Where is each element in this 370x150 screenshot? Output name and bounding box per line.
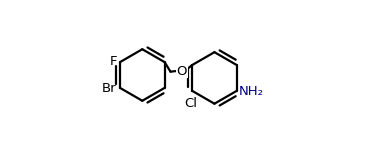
Text: Br: Br	[102, 82, 117, 95]
Text: O: O	[176, 65, 187, 78]
Text: Cl: Cl	[184, 97, 197, 110]
Text: NH₂: NH₂	[239, 85, 264, 98]
Text: F: F	[109, 55, 117, 68]
